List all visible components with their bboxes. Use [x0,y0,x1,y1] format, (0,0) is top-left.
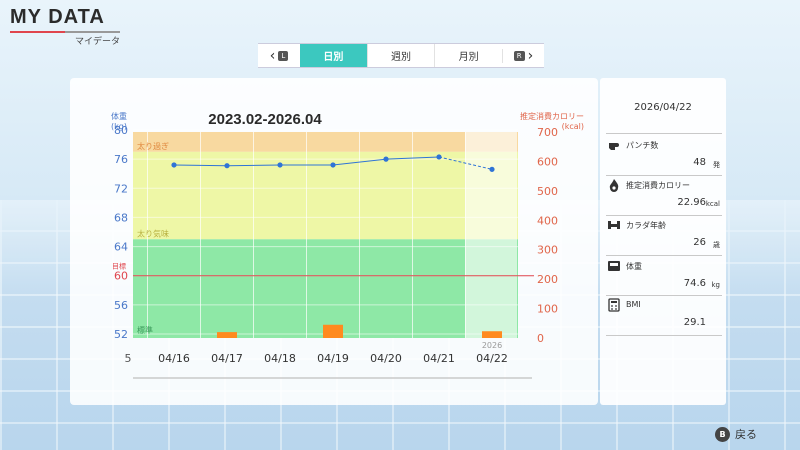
zone-normal [133,239,518,338]
scale-icon [608,261,620,271]
flame-icon [609,179,619,192]
right-tick-label: 600 [537,155,558,168]
period-tab-bar: ‹ L 日別 週別 月別 R › [258,43,544,68]
x-tick-label: 04/19 [317,352,349,365]
x-tick-label: 04/21 [423,352,455,365]
weight-point [330,162,336,168]
divider [606,133,722,134]
weight-point [224,163,230,169]
stat-unit-calories: kcal [705,200,720,208]
tab-daily[interactable]: 日別 [300,44,367,67]
chevron-left-icon: ‹ [269,47,276,64]
selected-year-label: 2026 [482,341,502,350]
left-axis-name: 体重 [111,112,127,121]
selected-day-highlight [465,132,517,338]
stat-unit-body-age: 歳 [713,241,720,249]
x-tick-label: 04/17 [211,352,243,365]
stat-label-body-age: カラダ年齢 [626,221,666,230]
stat-value-punches: 48 [693,157,706,168]
goal-label: 目標 [112,262,126,271]
stat-value-weight: 74.6 [683,278,706,289]
left-tick-label: 68 [114,211,128,224]
punch-icon [609,143,619,150]
page-title: MY DATA [10,6,105,28]
chart-title: 2023.02-2026.04 [208,111,322,128]
stat-unit-weight: kg [711,281,721,289]
left-tick-label: 56 [114,299,128,312]
calorie-bar [217,332,237,338]
right-tick-label: 700 [537,126,558,139]
weight-point [436,154,442,160]
left-tick-label: 72 [114,182,128,195]
chevron-right-icon: › [527,47,534,64]
divider [606,335,722,336]
weight-point [277,162,283,168]
x-tick-label-partial: 5 [125,352,132,365]
x-tick-label: 04/16 [158,352,190,365]
l-button-icon: L [278,50,289,61]
left-tick-label: 64 [114,241,128,254]
stat-value-bmi: 29.1 [683,317,706,328]
back-label: 戻る [735,428,757,441]
left-axis-label: 体重 (kg) [111,112,127,132]
calculator-icon [608,298,620,312]
divider [606,175,722,176]
tab-monthly[interactable]: 月別 [434,44,502,67]
page-header: MY DATA マイデータ [10,6,120,47]
tab-weekly[interactable]: 週別 [366,44,435,67]
page-subtitle: マイデータ [74,37,120,47]
right-tick-label: 100 [537,303,558,316]
x-tick-label: 04/18 [264,352,296,365]
stat-value-calories: 22.96 [677,197,706,208]
stat-label-weight: 体重 [626,262,642,271]
calorie-bar [323,324,343,338]
left-tick-label: 76 [114,153,128,166]
right-tick-label: 500 [537,185,558,198]
weight-point [383,156,389,162]
weight-point [489,166,495,172]
left-tick-label: 80 [114,124,128,137]
x-tick-label: 04/22 [476,352,508,365]
right-axis-unit: (kcal) [561,122,584,131]
stats-panel: 2026/04/22 パンチ数 48 発 推定消費カロリー 22.96 kcal… [600,78,726,405]
muscle-icon [608,221,620,229]
calorie-bar [482,331,502,338]
stat-unit-punches: 発 [713,161,720,169]
zone-label-over: 太り過ぎ [137,141,169,151]
zone-slightly-over [133,151,518,240]
stat-value-body-age: 26 [693,237,706,248]
divider [606,255,722,256]
right-tick-label: 200 [537,273,558,286]
right-tick-label: 0 [537,332,544,345]
weight-point [171,162,177,168]
right-axis-label: 推定消費カロリー (kcal) [514,112,584,132]
left-tick-label: 52 [114,328,128,341]
right-axis-name: 推定消費カロリー [520,112,584,121]
stats-date: 2026/04/22 [634,102,692,113]
left-tick-label: 60 [114,270,128,283]
weight-line [173,156,440,167]
zone-over [133,132,518,152]
right-tick-label: 300 [537,244,558,257]
zone-label-slightly-over: 太り気味 [137,228,169,238]
right-tick-label: 400 [537,214,558,227]
divider [606,215,722,216]
weight-line-dashed [438,156,493,170]
stat-label-punches: パンチ数 [626,141,659,150]
title-underline [10,31,120,33]
left-axis-unit: (kg) [111,122,127,131]
next-tab-button[interactable]: R › [502,47,544,64]
x-tick-label: 04/20 [370,352,402,365]
prev-tab-button[interactable]: ‹ L [258,49,300,63]
divider [606,295,722,296]
zone-label-normal: 標準 [137,325,153,335]
back-button[interactable]: B 戻る [715,426,757,442]
b-button-icon: B [715,426,730,442]
stat-label-calories: 推定消費カロリー [626,181,690,190]
r-button-icon: R [513,50,525,61]
stat-label-bmi: BMI [626,300,641,309]
